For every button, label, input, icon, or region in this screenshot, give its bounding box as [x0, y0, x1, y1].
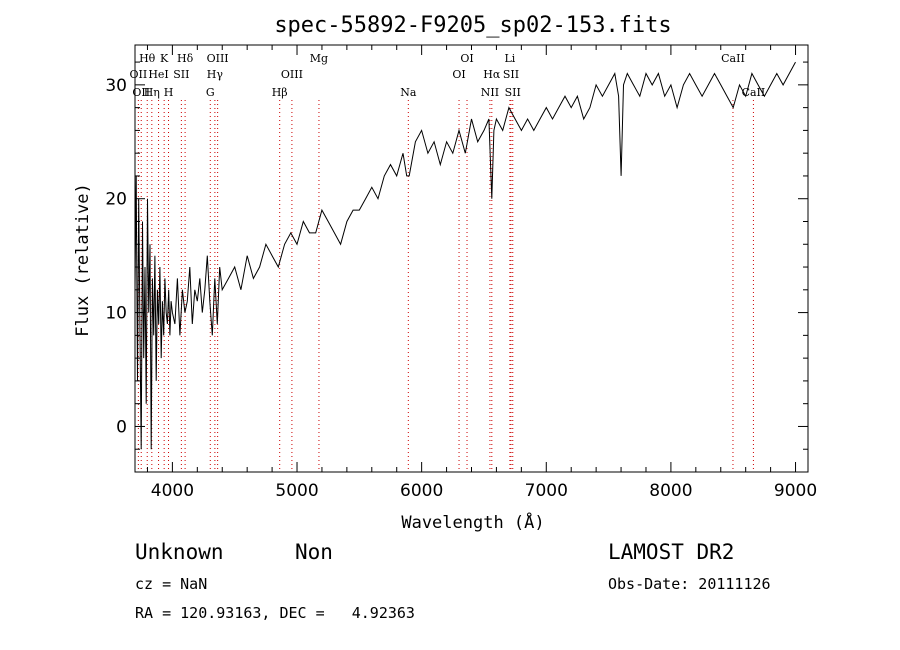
spectral-line-label: OII — [132, 86, 150, 99]
spectral-line-label: OIII — [207, 52, 229, 65]
spectral-line-label: Li — [504, 52, 515, 65]
spectral-line-label: H — [164, 86, 174, 99]
x-tick-label: 4000 — [151, 481, 194, 501]
class-label: Unknown — [135, 540, 224, 564]
y-tick-label: 20 — [105, 190, 127, 210]
spectral-line-label: OIII — [281, 68, 303, 81]
spectral-line-label: CaII — [721, 52, 745, 65]
x-tick-label: 8000 — [649, 481, 692, 501]
y-tick-label: 0 — [116, 417, 127, 437]
x-axis-label: Wavelength (Å) — [401, 511, 544, 533]
x-tick-label: 9000 — [774, 481, 817, 501]
spectral-line-label: Hβ — [272, 86, 288, 99]
spectral-line-label: Hα — [483, 68, 501, 81]
x-tick-label: 7000 — [525, 481, 568, 501]
spectral-line-label: OII — [130, 68, 148, 81]
x-tick-label: 5000 — [275, 481, 318, 501]
spectral-line-label: SII — [505, 86, 521, 99]
spectral-line-label: OI — [452, 68, 465, 81]
spectral-line-label: Mg — [310, 52, 328, 65]
radec-text: RA = 120.93163, DEC = 4.92363 — [135, 604, 415, 622]
obs-date-text: Obs-Date: 20111126 — [608, 575, 771, 593]
spectral-line-label: Hθ — [139, 52, 156, 65]
spectral-line-label: NII — [481, 86, 499, 99]
spectral-line-label: CaII — [742, 86, 766, 99]
y-axis-label: Flux (relative) — [73, 183, 93, 337]
plot-frame — [134, 44, 809, 473]
x-tick-label: 6000 — [400, 481, 443, 501]
spectral-line-label: K — [160, 52, 169, 65]
spectral-line-label: Hδ — [177, 52, 194, 65]
y-tick-label: 10 — [105, 304, 127, 324]
survey-label: LAMOST DR2 — [608, 540, 735, 564]
spectral-line-label: OI — [460, 52, 473, 65]
spectral-line-label: G — [206, 86, 215, 99]
redshift-text: cz = NaN — [135, 575, 208, 593]
subclass-label: Non — [295, 540, 333, 564]
spectral-line-label: HeI — [148, 68, 168, 81]
spectral-line-label: SII — [503, 68, 519, 81]
chart-title: spec-55892-F9205_sp02-153.fits — [274, 13, 671, 38]
spectral-line-label: Na — [400, 86, 417, 99]
spectral-line-label: Hη — [144, 86, 160, 99]
spectrum-line — [134, 61, 796, 450]
y-tick-label: 30 — [105, 76, 127, 96]
spectral-line-label: SII — [173, 68, 189, 81]
spectral-line-label: Hγ — [207, 68, 224, 81]
